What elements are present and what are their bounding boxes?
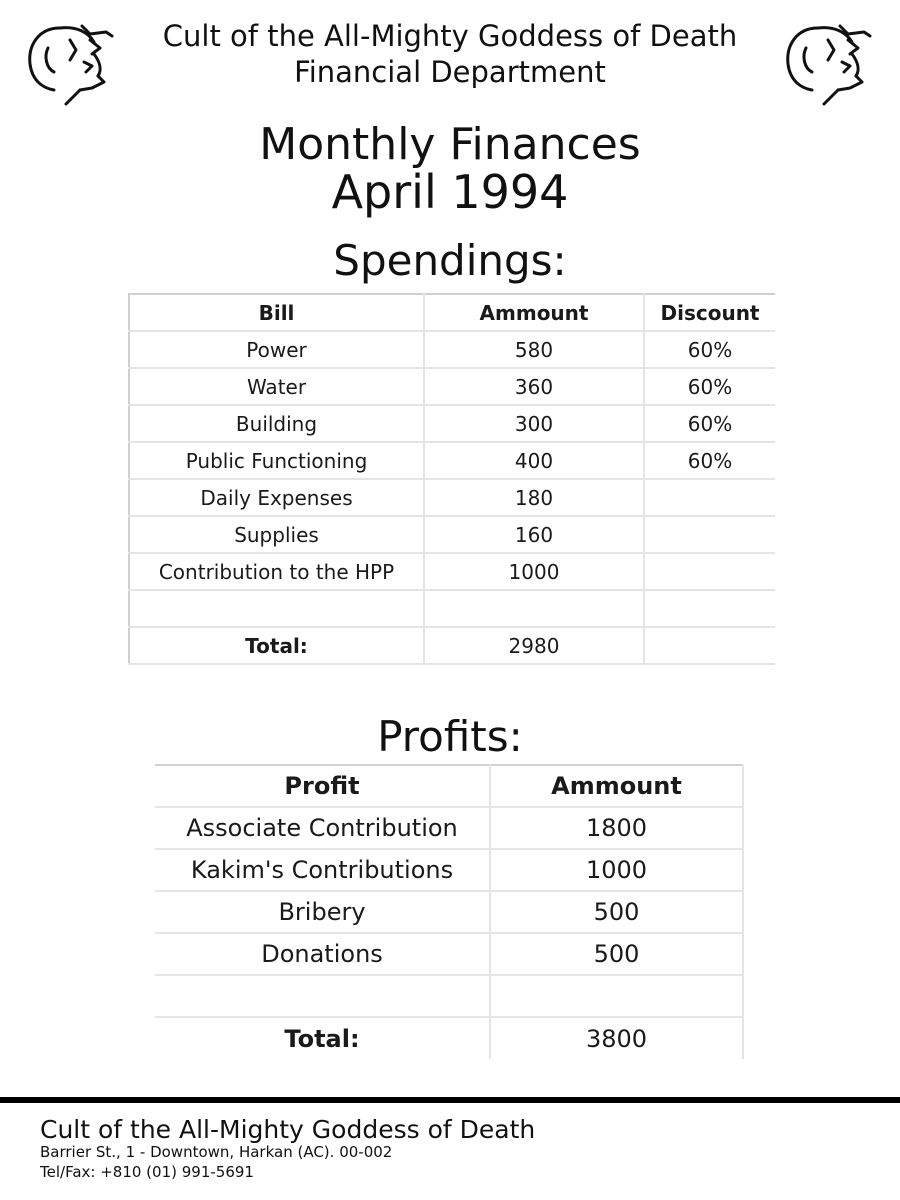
spendings-heading: Spendings: [333,236,567,285]
table-row: Contribution to the HPP 1000 [129,553,775,591]
profit-cell [155,975,491,1018]
table-row: Public Functioning 400 60% [129,442,775,480]
profits-table: Profit Ammount Associate Contribution 18… [155,764,744,1059]
footer-divider [0,1097,900,1103]
amount-cell: 1800 [490,807,744,850]
total-row: Total: 2980 [129,627,775,665]
discount-cell: 60% [644,368,775,406]
discount-cell [644,516,775,554]
bill-cell: Contribution to the HPP [129,553,425,591]
discount-cell: 60% [644,405,775,443]
spendings-table: Bill Ammount Discount Power 580 60% Wate… [128,293,775,665]
discount-cell [644,479,775,517]
bill-cell: Supplies [129,516,425,554]
amount-cell: 1000 [490,849,744,892]
document-period: April 1994 [331,165,569,219]
profit-cell: Associate Contribution [155,807,491,850]
table-row: Daily Expenses 180 [129,479,775,517]
total-value: 3800 [490,1017,744,1059]
table-row-empty [155,975,744,1018]
skull-head-sketch-icon [786,24,872,106]
table-header-row: Profit Ammount [155,765,744,808]
discount-cell [644,553,775,591]
profits-heading: Profits: [377,712,523,761]
organization-name: Cult of the All-Mighty Goddess of Death [162,19,738,53]
table-row: Kakim's Contributions 1000 [155,849,744,892]
table-row-empty [129,590,775,628]
table-row: Power 580 60% [129,331,775,369]
amount-cell: 500 [490,933,744,976]
profit-cell: Kakim's Contributions [155,849,491,892]
amount-cell [424,590,645,628]
bill-cell: Building [129,405,425,443]
discount-cell: 60% [644,331,775,369]
total-row: Total: 3800 [155,1017,744,1059]
bill-cell: Water [129,368,425,406]
amount-cell: 400 [424,442,645,480]
table-row: Donations 500 [155,933,744,976]
table-row: Water 360 60% [129,368,775,406]
bill-cell [129,590,425,628]
amount-cell: 360 [424,368,645,406]
column-header-bill: Bill [129,294,425,332]
amount-cell [490,975,744,1018]
table-row: Associate Contribution 1800 [155,807,744,850]
table-row: Supplies 160 [129,516,775,554]
amount-cell: 1000 [424,553,645,591]
profit-cell: Bribery [155,891,491,934]
table-header-row: Bill Ammount Discount [129,294,775,332]
document-title: Monthly Finances [259,119,641,170]
footer-tel-fax: Tel/Fax: +810 (01) 991-5691 [40,1163,254,1181]
discount-cell: 60% [644,442,775,480]
department-name: Financial Department [294,55,606,89]
bill-cell: Daily Expenses [129,479,425,517]
table-row: Bribery 500 [155,891,744,934]
amount-cell: 180 [424,479,645,517]
table-row: Building 300 60% [129,405,775,443]
discount-cell [644,627,775,665]
column-header-profit: Profit [155,765,491,808]
column-header-amount: Ammount [490,765,744,808]
footer-organization-name: Cult of the All-Mighty Goddess of Death [40,1115,536,1144]
total-label: Total: [155,1017,491,1059]
discount-cell [644,590,775,628]
total-value: 2980 [424,627,645,665]
skull-head-sketch-icon [28,24,114,106]
amount-cell: 300 [424,405,645,443]
profit-cell: Donations [155,933,491,976]
amount-cell: 160 [424,516,645,554]
total-label: Total: [129,627,425,665]
bill-cell: Public Functioning [129,442,425,480]
column-header-discount: Discount [644,294,775,332]
bill-cell: Power [129,331,425,369]
amount-cell: 580 [424,331,645,369]
amount-cell: 500 [490,891,744,934]
column-header-amount: Ammount [424,294,645,332]
footer-address: Barrier St., 1 - Downtown, Harkan (AC). … [40,1143,393,1161]
